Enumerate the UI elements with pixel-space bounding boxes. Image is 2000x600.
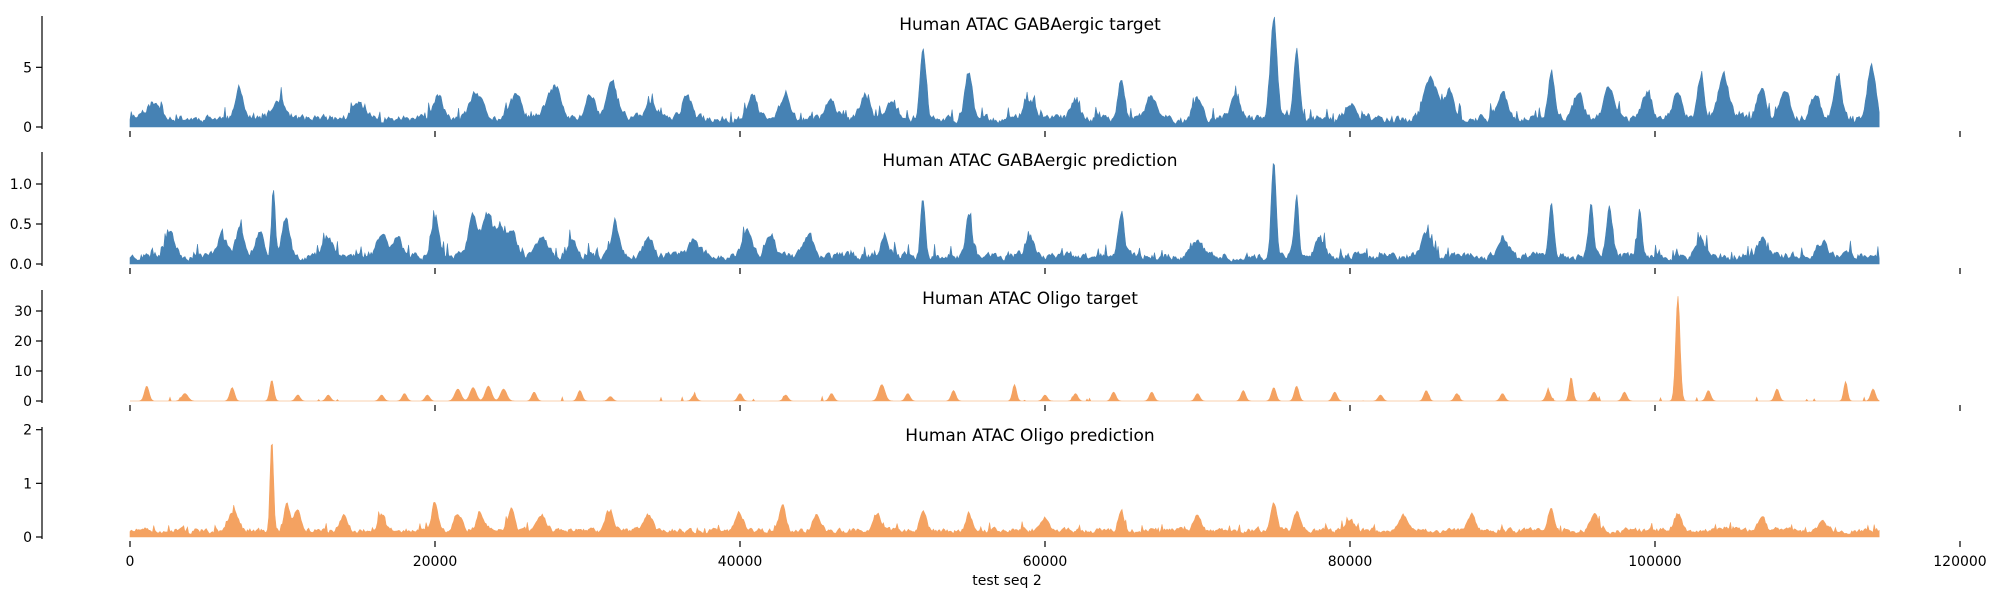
x-tick-label: 40000 [718, 554, 763, 570]
x-tick-label: 0 [126, 554, 135, 570]
panel-3-y-tick-label: 10 [14, 364, 32, 380]
panel-1-area [129, 16, 1880, 128]
panel-3-y-tick-label: 30 [14, 304, 32, 320]
panel-4-y-tick-label: 1 [23, 476, 32, 492]
panel-4-y-tick-label: 0 [23, 530, 32, 546]
x-tick-label: 100000 [1628, 554, 1681, 570]
panel-1-y-tick-label: 5 [23, 60, 32, 76]
x-axis-label: test seq 2 [972, 573, 1042, 589]
x-tick-label: 20000 [413, 554, 458, 570]
x-tick-label: 80000 [1328, 554, 1373, 570]
panel-4-area [129, 443, 1880, 538]
panel-3-y-tick-label: 0 [23, 394, 32, 410]
panel-3-y-tick-label: 20 [14, 334, 32, 350]
x-tick-label: 60000 [1023, 554, 1068, 570]
panel-4-title: Human ATAC Oligo prediction [905, 426, 1154, 446]
x-tick-label: 120000 [1933, 554, 1986, 570]
panel-2-y-tick-label: 1.0 [10, 177, 32, 193]
panel-3-area [130, 296, 1880, 402]
panel-3-title: Human ATAC Oligo target [922, 289, 1138, 309]
panel-2-y-tick-label: 0.0 [10, 257, 32, 273]
panel-2-y-tick-label: 0.5 [10, 217, 32, 233]
panel-2-area [129, 162, 1880, 265]
panel-2-title: Human ATAC GABAergic prediction [882, 151, 1177, 171]
panel-1-y-tick-label: 0 [23, 120, 32, 136]
panel-4-y-tick-label: 2 [23, 423, 32, 439]
panel-1-title: Human ATAC GABAergic target [899, 15, 1161, 35]
